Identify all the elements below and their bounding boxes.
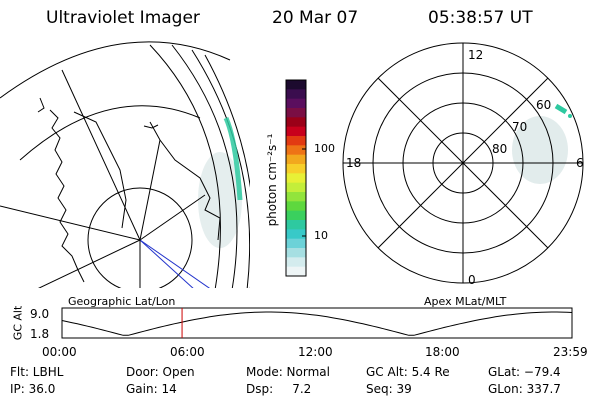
status-gc-alt: GC Alt: 5.4 Re	[366, 365, 450, 379]
mlat-label-80: 80	[492, 142, 508, 156]
status-dsp: Dsp: 7.2	[246, 382, 312, 396]
colorbar-segment	[286, 220, 306, 230]
mlat-label-70: 70	[512, 120, 528, 134]
colorbar-frame	[285, 79, 307, 277]
mlat-label-60: 60	[536, 98, 552, 112]
status-ip: IP: 36.0	[10, 382, 56, 396]
colorbar-segment	[286, 238, 306, 249]
status-door: Door: Open	[126, 365, 195, 379]
colorbar-segment	[286, 164, 306, 174]
time-label: 05:38:57 UT	[428, 8, 533, 28]
colorbar-segment	[286, 154, 306, 165]
colorbar-segment	[286, 117, 306, 128]
polar-plot-label: Apex MLat/MLT	[424, 295, 507, 308]
colorbar-tick: 100	[314, 142, 335, 155]
time-tick: 12:00	[298, 345, 333, 359]
colorbar-segment	[286, 248, 306, 258]
time-tick: 06:00	[170, 345, 205, 359]
colorbar-segment	[286, 257, 306, 268]
colorbar-segment	[286, 173, 306, 184]
imager-title: Ultraviolet Imager	[46, 8, 200, 28]
altitude-tick: 1.8	[30, 327, 50, 341]
aurora-spot	[568, 114, 572, 118]
date-label: 20 Mar 07	[272, 8, 359, 28]
colorbar-segment	[286, 210, 306, 221]
colorbar-segment	[286, 192, 306, 202]
status-glat: GLat: −79.4	[488, 365, 561, 379]
colorbar-segment	[286, 126, 306, 137]
diffuse-aurora	[512, 116, 568, 184]
colorbar-segment	[286, 98, 306, 109]
status-flt: Flt: LBHL	[10, 365, 64, 379]
altitude-plot-frame	[61, 307, 573, 339]
mlt-label-6: 6	[576, 156, 584, 170]
status-gain: Gain: 14	[126, 382, 177, 396]
status-glon: GLon: 337.7	[488, 382, 561, 396]
colorbar-segment	[286, 182, 306, 193]
altitude-curve	[61, 311, 573, 336]
time-tick: 00:00	[42, 345, 77, 359]
colorbar-segment	[286, 108, 306, 118]
colorbar-segment	[286, 201, 306, 212]
geo-map-label: Geographic Lat/Lon	[68, 295, 176, 308]
status-seq: Seq: 39	[366, 382, 412, 396]
colorbar-segment	[286, 229, 306, 240]
colorbar-tick: 10	[314, 229, 328, 242]
colorbar-segment	[286, 266, 306, 277]
mlt-label-0: 0	[468, 273, 476, 287]
time-tick: 18:00	[425, 345, 460, 359]
altitude-axis-label: GC Alt	[11, 305, 25, 341]
colorbar-segment	[286, 89, 306, 100]
time-tick: 23:59	[553, 345, 588, 359]
altitude-tick: 9.0	[30, 307, 50, 321]
status-mode: Mode: Normal	[246, 365, 330, 379]
aurora-spot	[554, 103, 568, 115]
mlt-label-18: 18	[346, 156, 362, 170]
mlt-label-12: 12	[468, 48, 484, 62]
colorbar-segment	[286, 145, 306, 156]
colorbar-segment	[286, 80, 306, 90]
mlt-axis-diagonal	[377, 77, 549, 249]
colorbar-segment	[286, 136, 306, 146]
